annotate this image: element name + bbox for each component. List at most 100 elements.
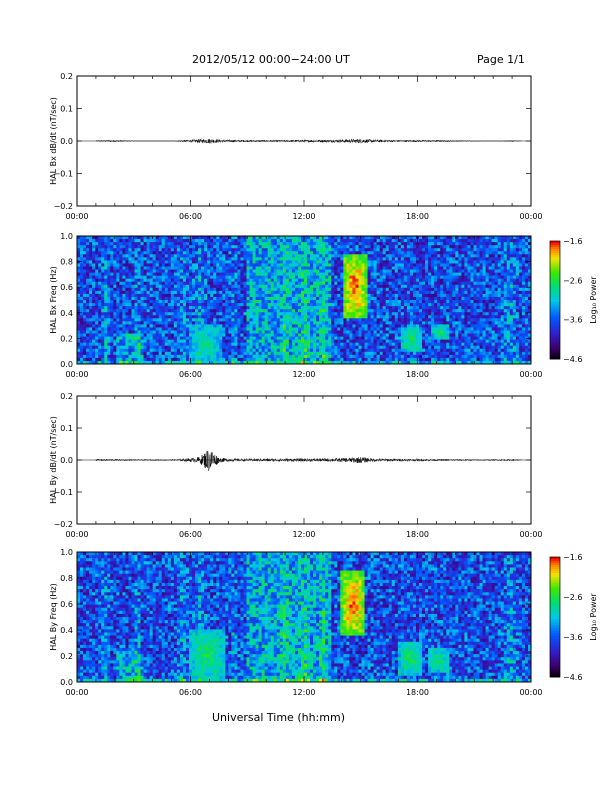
spectrogram-cell <box>107 294 110 297</box>
spectrogram-cell <box>171 315 174 318</box>
spectrogram-cell <box>358 330 361 333</box>
spectrogram-cell <box>289 315 292 318</box>
spectrogram-cell <box>256 288 259 291</box>
spectrogram-cell <box>125 242 128 245</box>
spectrogram-cell <box>304 334 307 337</box>
spectrogram-cell <box>119 257 122 260</box>
spectrogram-cell <box>246 242 249 245</box>
spectrogram-cell <box>325 303 328 306</box>
spectrogram-cell <box>116 260 119 263</box>
spectrogram-cell <box>192 257 195 260</box>
spectrogram-cell <box>89 300 92 303</box>
spectrogram-cell <box>425 355 428 358</box>
spectrogram-cell <box>222 358 225 361</box>
spectrogram-cell <box>337 236 340 239</box>
spectrogram-cell <box>174 334 177 337</box>
spectrogram-cell <box>110 349 113 352</box>
spectrogram-cell <box>98 300 101 303</box>
spectrogram-cell <box>147 257 150 260</box>
spectrogram-cell <box>195 349 198 352</box>
spectrogram-cell <box>77 273 80 276</box>
spectrogram-cell <box>180 263 183 266</box>
spectrogram-cell <box>144 273 147 276</box>
spectrogram-cell <box>365 288 368 291</box>
spectrogram-cell <box>307 297 310 300</box>
spectrogram-cell <box>392 324 395 327</box>
spectrogram-cell <box>198 327 201 330</box>
spectrogram-cell <box>225 239 228 242</box>
x-tick-label: 06:00 <box>179 212 202 221</box>
spectrogram-cell <box>177 236 180 239</box>
spectrogram-cell <box>337 346 340 349</box>
spectrogram-cell <box>407 327 410 330</box>
spectrogram-cell <box>207 242 210 245</box>
spectrogram-cell <box>135 285 138 288</box>
spectrogram-cell <box>331 254 334 257</box>
spectrogram-cell <box>144 297 147 300</box>
spectrogram-cell <box>331 330 334 333</box>
spectrogram-cell <box>116 248 119 251</box>
spectrogram-cell <box>389 321 392 324</box>
spectrogram-cell <box>346 324 349 327</box>
spectrogram-cell <box>340 260 343 263</box>
spectrogram-cell <box>207 358 210 361</box>
spectrogram-cell <box>310 306 313 309</box>
spectrogram-cell <box>101 279 104 282</box>
spectrogram-cell <box>410 358 413 361</box>
x-tick-label: 00:00 <box>65 212 88 221</box>
spectrogram-cell <box>92 327 95 330</box>
spectrogram-cell <box>180 236 183 239</box>
spectrogram-cell <box>262 358 265 361</box>
spectrogram-cell <box>228 312 231 315</box>
spectrogram-cell <box>231 330 234 333</box>
spectrogram-cell <box>425 343 428 346</box>
spectrogram-cell <box>180 355 183 358</box>
spectrogram-cell <box>83 343 86 346</box>
spectrogram-cell <box>404 355 407 358</box>
spectrogram-cell <box>349 346 352 349</box>
spectrogram-cell <box>362 254 365 257</box>
spectrogram-cell <box>362 346 365 349</box>
spectrogram-cell <box>113 254 116 257</box>
spectrogram-cell <box>413 263 416 266</box>
spectrogram-cell <box>138 260 141 263</box>
spectrogram-cell <box>183 346 186 349</box>
spectrogram-cell <box>243 254 246 257</box>
spectrogram-cell <box>95 260 98 263</box>
spectrogram-cell <box>428 340 431 343</box>
spectrogram-cell <box>328 254 331 257</box>
spectrogram-cell <box>231 349 234 352</box>
spectrogram-cell <box>380 327 383 330</box>
spectrogram-cell <box>92 291 95 294</box>
spectrogram-cell <box>159 260 162 263</box>
spectrogram-cell <box>180 352 183 355</box>
spectrogram-cell <box>358 337 361 340</box>
spectrogram-cell <box>89 352 92 355</box>
spectrogram-cell <box>135 355 138 358</box>
spectrogram-cell <box>153 251 156 254</box>
spectrogram-cell <box>237 288 240 291</box>
spectrogram-cell <box>358 297 361 300</box>
spectrogram-cell <box>298 294 301 297</box>
spectrogram-cell <box>250 260 253 263</box>
spectrogram-cell <box>307 251 310 254</box>
spectrogram-cell <box>283 236 286 239</box>
spectrogram-cell <box>141 340 144 343</box>
spectrogram-cell <box>153 270 156 273</box>
spectrogram-cell <box>198 309 201 312</box>
spectrogram-cell <box>228 285 231 288</box>
spectrogram-cell <box>144 257 147 260</box>
spectrogram-cell <box>404 282 407 285</box>
spectrogram-cell <box>92 236 95 239</box>
spectrogram-cell <box>213 291 216 294</box>
spectrogram-cell <box>77 236 80 239</box>
spectrogram-cell <box>292 303 295 306</box>
spectrogram-cell <box>413 279 416 282</box>
spectrogram-cell <box>144 263 147 266</box>
spectrogram-cell <box>358 291 361 294</box>
spectrogram-cell <box>180 254 183 257</box>
spectrogram-cell <box>307 334 310 337</box>
spectrogram-cell <box>141 260 144 263</box>
spectrogram-cell <box>277 343 280 346</box>
spectrogram-cell <box>98 355 101 358</box>
